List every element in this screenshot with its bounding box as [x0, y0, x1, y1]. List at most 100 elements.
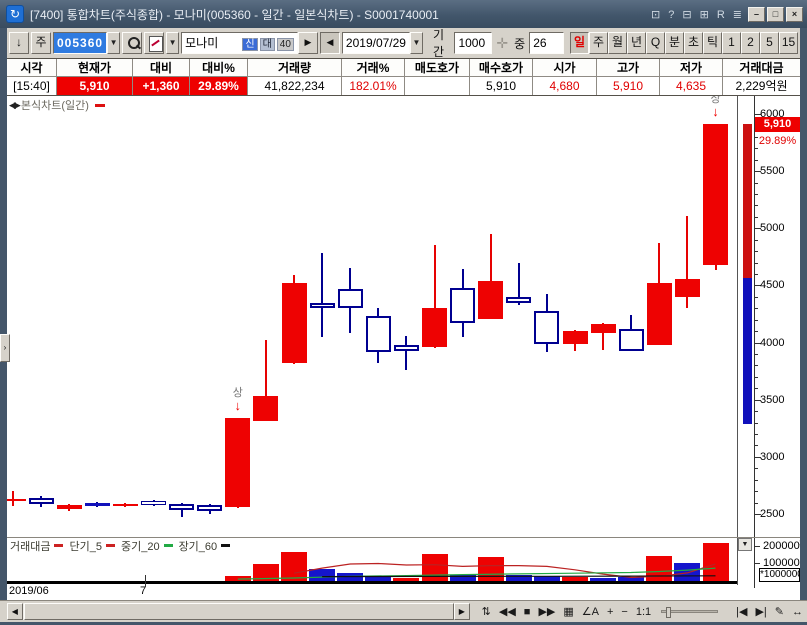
left-flyout-handle[interactable]: › [0, 334, 10, 362]
help-icon[interactable]: ? [668, 8, 675, 21]
rewind-icon[interactable]: ◀◀ [498, 606, 516, 618]
period-button-group: 일 주 월 년 Q 분 초 틱 1 2 5 15 [570, 32, 798, 54]
quote-header: 시가 [533, 59, 596, 77]
volume-close-icon[interactable]: × [796, 538, 800, 549]
volume-tick [754, 546, 760, 547]
expand-icon[interactable]: ↔ [792, 605, 804, 618]
trendline-tool-icon[interactable]: ∠A [581, 606, 599, 618]
period-button-2[interactable]: 2 [741, 32, 760, 54]
count-input[interactable]: 26 [529, 32, 564, 54]
candle-body [7, 499, 26, 502]
volume-bar [252, 564, 279, 581]
period-button-5[interactable]: 5 [760, 32, 779, 54]
current-price-tag: 5,910 [755, 117, 800, 132]
date-input[interactable]: 2019/07/29 [341, 32, 410, 54]
limit-up-label: 상 [710, 96, 721, 106]
zoom-out-icon[interactable]: − [621, 605, 628, 618]
prev-candle-button[interactable]: ◀ [319, 32, 340, 54]
quote-col-시각: 시각 [15:40] [7, 59, 57, 95]
grid-step-icon[interactable]: ▦ [563, 606, 574, 618]
scrollbar-thumb[interactable] [23, 603, 454, 620]
period-button-주[interactable]: 주 [589, 32, 608, 54]
slider-knob[interactable] [666, 607, 672, 618]
memo-dropdown-icon[interactable]: ▼ [166, 32, 180, 54]
candle-body [84, 503, 110, 506]
maximize-button[interactable]: □ [767, 6, 784, 22]
period-button-Q[interactable]: Q [646, 32, 665, 54]
volume-bar [393, 577, 420, 581]
lock-icon[interactable]: ⊟ [682, 8, 692, 21]
ma-line-장기_60 [322, 575, 716, 578]
quote-col-거래량: 거래량 41,822,234 [248, 59, 342, 95]
price-tick [754, 354, 758, 355]
volume-bar [281, 552, 307, 581]
pointer-mode-icon[interactable]: ⇅ [481, 606, 491, 618]
pin-icon[interactable]: ⊞ [699, 8, 709, 21]
candle-wick [686, 215, 689, 309]
scroll-right-arrow[interactable]: ▶ [453, 603, 470, 620]
zoom-in-icon[interactable]: + [606, 605, 614, 618]
quote-value: [15:40] [7, 77, 56, 95]
memo-icon[interactable]: ✎ [774, 606, 785, 618]
title-bar[interactable]: ↻ [7400] 통합차트(주식종합) - 모나미(005360 - 일간 - … [0, 0, 807, 28]
footer-nav-tools: |◀ ▶| ✎ ↔ [732, 605, 807, 619]
candle-body [422, 307, 447, 348]
candle-body [618, 328, 644, 351]
period-button-년[interactable]: 년 [627, 32, 646, 54]
window-title: [7400] 통합차트(주식종합) - 모나미(005360 - 일간 - 일본… [30, 7, 439, 22]
candle-body [478, 280, 504, 319]
price-tick [754, 114, 761, 115]
go-first-icon[interactable]: |◀ [736, 606, 748, 618]
quote-col-대비: 대비 +1,360 [133, 59, 190, 95]
price-tick [754, 136, 758, 138]
price-tick [754, 491, 758, 493]
pane-title-row: ◀▶ 본식차트(일간) [9, 98, 105, 112]
fast-forward-icon[interactable]: ▶▶ [538, 606, 556, 618]
period-button-초[interactable]: 초 [684, 32, 703, 54]
quote-col-거래%: 거래% 182.01% [342, 59, 405, 95]
next-candle-button[interactable]: ▶ [297, 32, 318, 54]
go-last-icon[interactable]: ▶| [755, 606, 767, 618]
code-dropdown-icon[interactable]: ▼ [107, 32, 121, 54]
footer-zoom-slider[interactable] [661, 607, 719, 618]
quote-value: 4,635 [660, 77, 722, 95]
limit-up-marker: 상 ↓ [705, 96, 727, 119]
date-dropdown-icon[interactable]: ▼ [409, 32, 424, 54]
price-tick [754, 159, 758, 161]
price-tick [754, 319, 758, 321]
stock-name-field[interactable]: 모나미 신 대 40 [181, 32, 298, 54]
down-arrow-icon: ↓ [712, 104, 719, 120]
search-icon[interactable] [122, 32, 143, 54]
period-input[interactable]: 1000 [454, 32, 493, 54]
x-axis-label: 7 [140, 585, 147, 597]
stop-icon[interactable]: ■ [523, 605, 531, 618]
period-button-일[interactable]: 일 [570, 32, 589, 54]
monitor-icon[interactable]: ⊡ [651, 8, 661, 21]
close-button[interactable]: × [786, 6, 803, 22]
r-icon[interactable]: R [716, 8, 725, 21]
minimize-button[interactable]: – [748, 6, 765, 22]
volume-dropdown-icon[interactable]: ▼ [738, 538, 752, 551]
stock-code-input[interactable]: 005360 [53, 32, 108, 54]
quote-header: 저가 [660, 59, 722, 77]
pane-title-text: 본식차트(일간) [20, 100, 89, 112]
volume-bar [562, 576, 588, 581]
down-arrow-button[interactable]: ↓ [9, 32, 29, 54]
period-button-분[interactable]: 분 [665, 32, 684, 54]
ratio-icon[interactable]: 1:1 [635, 605, 652, 618]
period-button-1[interactable]: 1 [722, 32, 741, 54]
scroll-left-arrow[interactable]: ◀ [7, 603, 23, 620]
quote-header: 시각 [7, 59, 56, 77]
current-price-pct: 29.89% [758, 135, 797, 147]
scrollbar-track[interactable] [22, 603, 454, 620]
period-button-틱[interactable]: 틱 [703, 32, 722, 54]
stock-type-button[interactable]: 주 [31, 32, 51, 54]
memo-edit-icon[interactable] [144, 32, 165, 54]
period-button-15[interactable]: 15 [779, 32, 798, 54]
period-button-월[interactable]: 월 [608, 32, 627, 54]
chart-area[interactable]: ◀▶ 본식차트(일간) 상 ↓ 상 ↓ 2500 3000 3500 4000 4500 500… [7, 96, 800, 600]
price-tick [754, 502, 758, 504]
pane-toggle-icon[interactable]: ◀▶ [9, 99, 21, 110]
menu-icon[interactable]: ≣ [732, 8, 742, 21]
quote-value: 5,910 [597, 77, 659, 95]
